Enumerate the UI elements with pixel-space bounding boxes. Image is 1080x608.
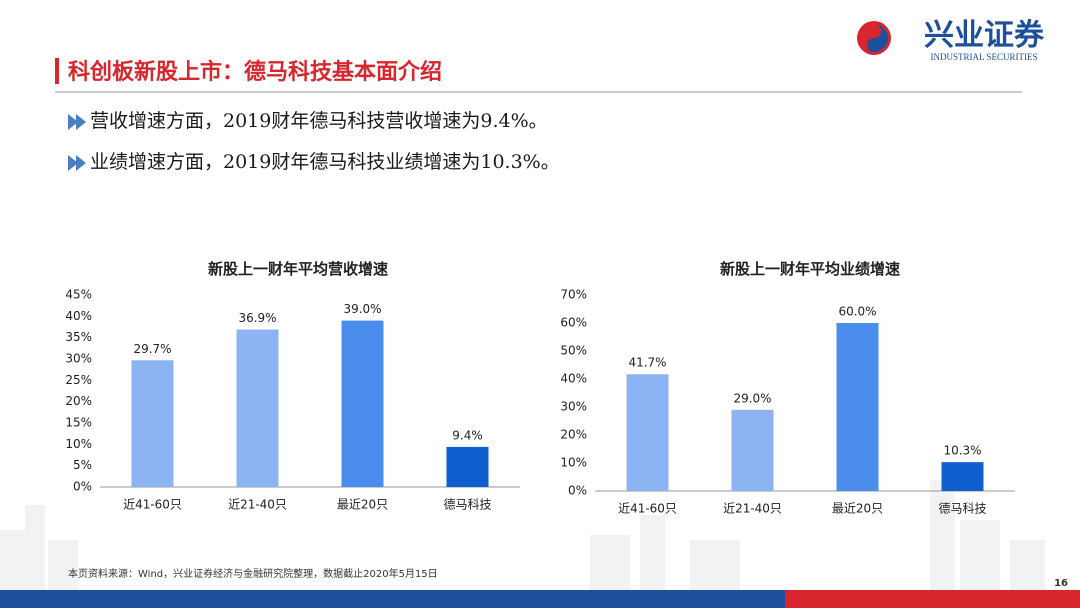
y-tick-label: 20%: [65, 394, 92, 408]
value-label: 29.7%: [133, 342, 171, 356]
x-tick-label: 近41-60只: [123, 498, 182, 512]
chart-title: 新股上一财年平均业绩增速: [720, 260, 900, 278]
logo-swirl: [867, 24, 888, 52]
y-tick-label: 60%: [560, 316, 587, 330]
value-label: 29.0%: [733, 391, 771, 405]
footer-bar: [785, 590, 1080, 608]
bar: [236, 329, 279, 487]
value-label: 39.0%: [343, 302, 381, 316]
chart-title: 新股上一财年平均营收增速: [208, 260, 388, 278]
y-tick-label: 30%: [65, 352, 92, 366]
y-tick-label: 15%: [65, 416, 92, 430]
y-tick-label: 30%: [560, 400, 587, 414]
y-tick-label: 10%: [65, 437, 92, 451]
bullet-icon: [68, 114, 86, 130]
bullet-icon: [68, 155, 86, 171]
x-tick-label: 近41-60只: [618, 502, 677, 516]
skyline: [0, 480, 1045, 590]
bar: [626, 374, 669, 491]
bullet-text: 营收增速方面，2019财年德马科技营收增速为9.4%。: [90, 110, 548, 132]
y-tick-label: 5%: [73, 458, 92, 472]
bar: [341, 320, 384, 487]
title-marker: [55, 58, 59, 84]
y-tick-label: 45%: [65, 288, 92, 302]
page-number: 16: [1054, 578, 1068, 589]
x-tick-label: 德马科技: [443, 497, 491, 512]
source-note: 本页资料来源：Wind，兴业证券经济与金融研究院整理，数据截止2020年5月15…: [68, 567, 438, 580]
x-tick-label: 最近20只: [337, 498, 388, 512]
value-label: 36.9%: [238, 311, 276, 325]
bar: [446, 446, 489, 487]
y-tick-label: 40%: [65, 309, 92, 323]
y-tick-label: 25%: [65, 373, 92, 387]
x-tick-label: 德马科技: [938, 501, 986, 516]
value-label: 60.0%: [838, 305, 876, 319]
x-tick-label: 最近20只: [832, 502, 883, 516]
value-label: 10.3%: [943, 444, 981, 458]
x-tick-label: 近21-40只: [228, 498, 287, 512]
y-tick-label: 20%: [560, 428, 587, 442]
logo-sub: INDUSTRIAL SECURITIES: [931, 52, 1038, 62]
x-tick-label: 近21-40只: [723, 502, 782, 516]
bar: [836, 323, 879, 491]
y-tick-label: 40%: [560, 372, 587, 386]
bar: [731, 409, 774, 491]
logo-name: 兴业证券: [924, 18, 1045, 53]
bar: [941, 462, 984, 491]
y-tick-label: 0%: [568, 484, 587, 498]
slide-title: 科创板新股上市：德马科技基本面介绍: [68, 59, 442, 85]
value-label: 41.7%: [628, 356, 666, 370]
bar: [131, 360, 174, 487]
y-tick-label: 50%: [560, 344, 587, 358]
value-label: 9.4%: [452, 428, 483, 442]
y-tick-label: 10%: [560, 456, 587, 470]
bullet-text: 业绩增速方面，2019财年德马科技业绩增速为10.3%。: [90, 151, 560, 173]
y-tick-label: 70%: [560, 288, 587, 302]
y-tick-label: 35%: [65, 330, 92, 344]
y-tick-label: 0%: [73, 480, 92, 494]
footer-bar: [0, 590, 785, 608]
